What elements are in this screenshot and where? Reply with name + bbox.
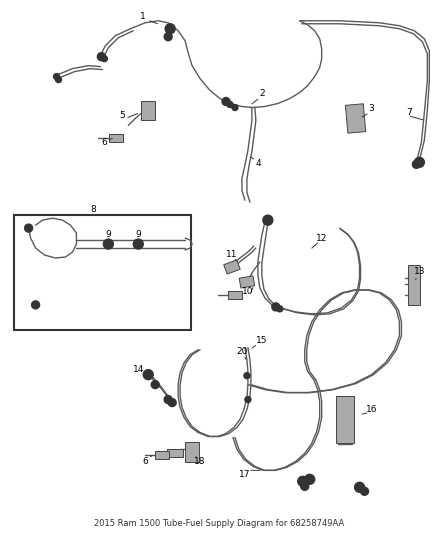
Circle shape bbox=[277, 306, 283, 312]
Circle shape bbox=[53, 74, 60, 79]
Text: 1: 1 bbox=[140, 12, 146, 21]
Text: 15: 15 bbox=[256, 336, 268, 345]
Circle shape bbox=[101, 55, 107, 62]
Circle shape bbox=[151, 381, 159, 389]
Circle shape bbox=[56, 77, 61, 83]
Circle shape bbox=[413, 160, 420, 168]
Bar bbox=[185, 442, 199, 462]
Circle shape bbox=[355, 482, 364, 492]
Circle shape bbox=[298, 477, 308, 486]
Text: 7: 7 bbox=[406, 108, 412, 117]
Circle shape bbox=[97, 53, 106, 61]
Text: 10: 10 bbox=[242, 287, 254, 296]
Circle shape bbox=[143, 370, 153, 379]
Text: 11: 11 bbox=[226, 249, 238, 259]
Text: 8: 8 bbox=[91, 205, 96, 214]
Text: 3: 3 bbox=[369, 104, 374, 113]
Text: 13: 13 bbox=[413, 268, 425, 277]
Circle shape bbox=[414, 157, 424, 167]
Circle shape bbox=[32, 301, 39, 309]
Circle shape bbox=[103, 239, 113, 249]
Circle shape bbox=[244, 373, 250, 378]
Circle shape bbox=[232, 104, 238, 110]
Text: 12: 12 bbox=[316, 233, 327, 243]
Bar bbox=[141, 101, 155, 120]
Bar bbox=[239, 276, 254, 288]
Bar bbox=[167, 449, 183, 457]
Text: 6: 6 bbox=[102, 138, 107, 147]
Bar bbox=[336, 395, 353, 443]
Text: 6: 6 bbox=[142, 457, 148, 466]
Text: 5: 5 bbox=[120, 111, 125, 120]
Text: 2015 Ram 1500 Tube-Fuel Supply Diagram for 68258749AA: 2015 Ram 1500 Tube-Fuel Supply Diagram f… bbox=[94, 519, 344, 528]
Circle shape bbox=[305, 474, 314, 484]
Text: 14: 14 bbox=[133, 365, 144, 374]
Circle shape bbox=[133, 239, 143, 249]
Text: 16: 16 bbox=[366, 405, 377, 414]
Bar bbox=[224, 260, 240, 274]
Circle shape bbox=[164, 395, 172, 403]
Bar bbox=[408, 265, 420, 305]
Text: 17: 17 bbox=[239, 470, 251, 479]
Circle shape bbox=[168, 399, 176, 407]
Text: 18: 18 bbox=[194, 457, 206, 466]
Circle shape bbox=[227, 101, 233, 108]
Bar bbox=[14, 215, 191, 330]
Circle shape bbox=[164, 33, 172, 41]
Bar bbox=[346, 104, 366, 133]
Text: 4: 4 bbox=[255, 159, 261, 168]
Circle shape bbox=[165, 24, 175, 34]
Circle shape bbox=[245, 397, 251, 402]
Circle shape bbox=[272, 303, 280, 311]
Text: 9: 9 bbox=[106, 230, 111, 239]
Bar bbox=[155, 451, 169, 459]
Circle shape bbox=[222, 98, 230, 106]
Text: 2: 2 bbox=[259, 89, 265, 98]
Circle shape bbox=[301, 482, 309, 490]
Text: 20: 20 bbox=[236, 347, 247, 356]
Circle shape bbox=[360, 487, 368, 495]
Circle shape bbox=[25, 224, 32, 232]
Text: 9: 9 bbox=[135, 230, 141, 239]
Circle shape bbox=[263, 215, 273, 225]
Bar bbox=[228, 291, 242, 299]
Bar bbox=[110, 134, 124, 142]
